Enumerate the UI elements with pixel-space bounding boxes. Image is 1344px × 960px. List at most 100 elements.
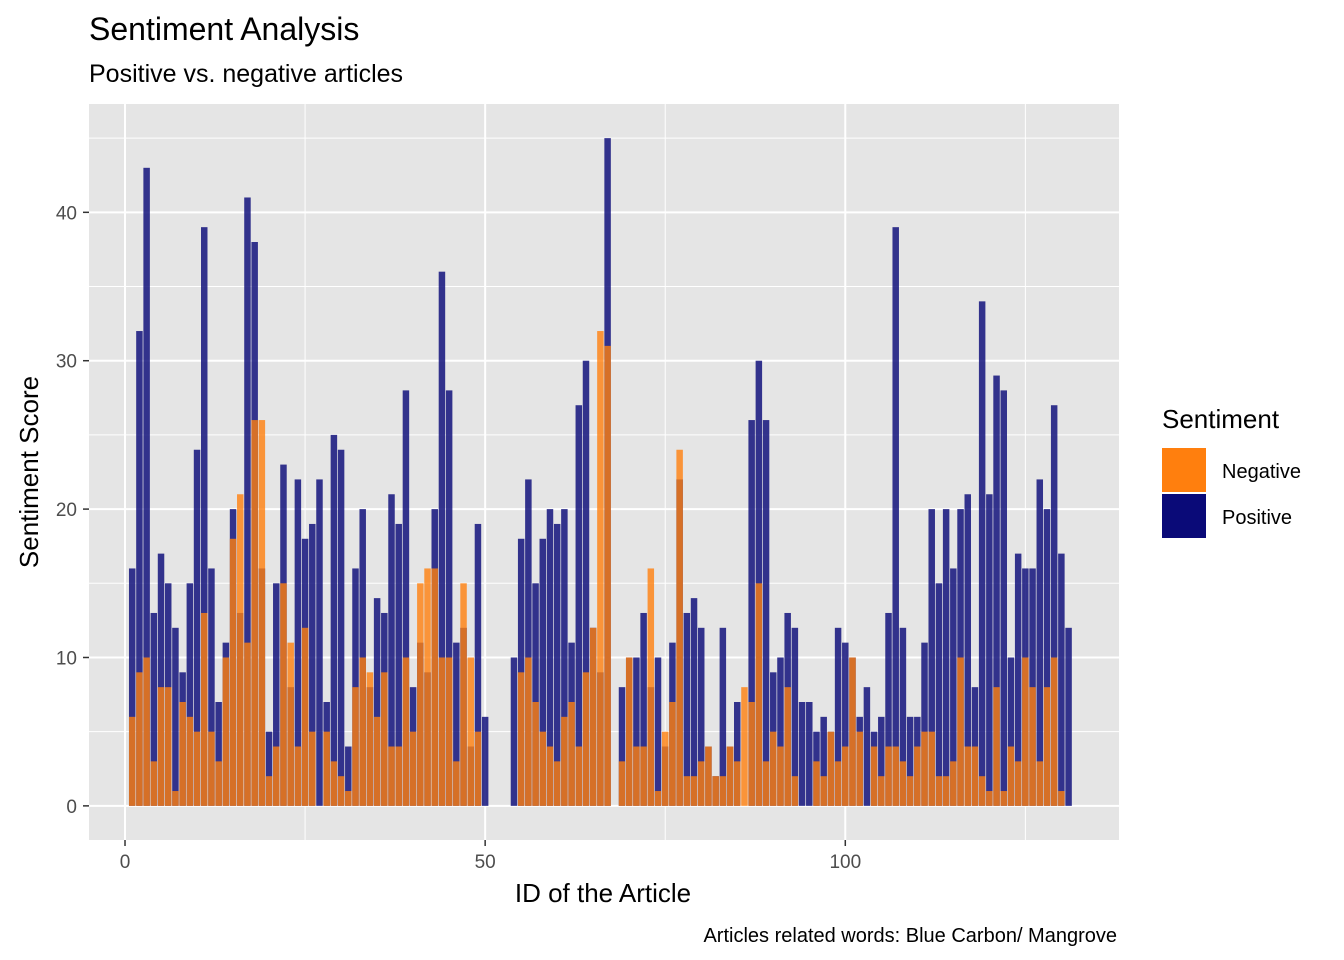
bar-positive: [1000, 390, 1007, 806]
bar-positive: [553, 523, 561, 806]
bar-positive: [1058, 553, 1065, 806]
bar-negative: [784, 687, 791, 806]
bar-negative: [813, 761, 820, 806]
bar-positive: [690, 598, 698, 806]
bar-positive: [474, 523, 482, 806]
bar-positive: [885, 612, 892, 806]
bar-negative: [575, 746, 583, 806]
bar-negative: [633, 746, 640, 806]
bar-negative: [301, 627, 309, 806]
bar-negative: [1058, 791, 1065, 806]
bar-negative: [237, 494, 244, 806]
bar-negative: [157, 687, 165, 806]
bar-negative: [604, 345, 611, 806]
bar-negative: [525, 657, 532, 806]
bar-negative: [748, 702, 755, 806]
bar-positive: [834, 627, 842, 806]
bar-positive: [546, 509, 554, 806]
bar-negative: [892, 746, 899, 806]
x-tick-label: 0: [120, 852, 131, 873]
bar-positive: [806, 702, 813, 806]
bar-negative: [474, 731, 482, 806]
bar-negative: [676, 449, 683, 806]
bar-negative: [215, 761, 222, 806]
chart-title: Sentiment Analysis: [89, 11, 359, 47]
bar-positive: [935, 583, 943, 806]
bar-positive: [683, 612, 691, 806]
bar-positive: [1043, 509, 1051, 806]
bar-negative: [453, 761, 460, 806]
bar-positive: [373, 598, 381, 806]
bar-negative: [661, 731, 669, 806]
bar-positive: [215, 702, 222, 806]
bars-negative: [128, 331, 1065, 806]
bar-negative: [373, 716, 381, 806]
bar-negative: [381, 672, 388, 806]
bar-positive: [993, 375, 1000, 806]
bar-negative: [172, 791, 179, 806]
bar-negative: [726, 746, 734, 806]
bar-negative: [431, 568, 438, 806]
bar-positive: [525, 479, 532, 806]
x-axis: 0 50 100: [120, 840, 861, 873]
bar-positive: [1007, 657, 1015, 806]
bar-negative: [1022, 657, 1029, 806]
bar-negative: [136, 672, 143, 806]
bar-positive: [345, 746, 352, 806]
bar-negative: [640, 746, 647, 806]
bar-positive: [294, 479, 302, 806]
bar-negative: [777, 746, 784, 806]
bar-positive: [798, 702, 806, 806]
bar-positive: [1036, 479, 1044, 806]
bar-negative: [625, 657, 633, 806]
bar-positive: [265, 731, 273, 806]
bar-negative: [1000, 791, 1007, 806]
bar-positive: [618, 687, 626, 806]
bar-positive: [878, 716, 885, 806]
bar-negative: [438, 657, 446, 806]
bar-positive: [791, 627, 799, 806]
bar-negative: [222, 657, 230, 806]
bar-negative: [935, 776, 943, 806]
bar-negative: [179, 702, 186, 806]
bar-negative: [561, 716, 568, 806]
bar-positive: [193, 449, 201, 806]
bar-negative: [885, 746, 892, 806]
bar-positive: [532, 583, 539, 806]
bar-negative: [878, 776, 885, 806]
bar-positive: [762, 420, 770, 806]
bar-positive: [863, 687, 871, 806]
bar-negative: [741, 687, 748, 806]
bar-positive: [445, 390, 453, 806]
bar-negative: [229, 538, 237, 806]
bar-positive: [128, 568, 136, 806]
bar-negative: [1007, 746, 1015, 806]
bar-negative: [842, 746, 849, 806]
bar-negative: [186, 716, 194, 806]
bar-negative: [280, 583, 287, 806]
bar-negative: [647, 568, 655, 806]
bar-negative: [294, 746, 302, 806]
bar-positive: [316, 479, 323, 806]
bar-positive: [402, 390, 410, 806]
bar-positive: [748, 420, 755, 806]
y-tick-label: 20: [56, 500, 77, 521]
bar-positive: [395, 523, 402, 806]
bar-negative: [921, 731, 928, 806]
bar-negative: [150, 761, 158, 806]
bars-positive: [128, 138, 1072, 806]
bar-negative: [352, 687, 359, 806]
bar-negative: [589, 627, 597, 806]
bar-positive: [964, 494, 971, 806]
bar-negative: [957, 657, 964, 806]
bar-negative: [164, 687, 172, 806]
legend: Sentiment Negative Positive: [1162, 404, 1301, 538]
bar-positive: [481, 716, 489, 806]
x-tick-label: 50: [475, 852, 496, 873]
bar-positive: [892, 227, 899, 806]
bar-positive: [273, 583, 280, 806]
bar-negative: [914, 746, 921, 806]
bar-negative: [827, 731, 835, 806]
bar-negative: [618, 761, 626, 806]
